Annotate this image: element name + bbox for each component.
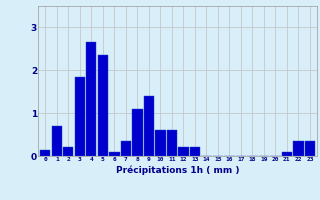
Bar: [167, 130, 177, 156]
Bar: [109, 152, 119, 156]
Bar: [293, 141, 304, 156]
Bar: [190, 147, 200, 156]
Bar: [40, 150, 51, 156]
Bar: [282, 152, 292, 156]
X-axis label: Précipitations 1h ( mm ): Précipitations 1h ( mm ): [116, 165, 239, 175]
Bar: [52, 126, 62, 156]
Bar: [63, 147, 74, 156]
Bar: [132, 109, 142, 156]
Bar: [75, 77, 85, 156]
Bar: [178, 147, 188, 156]
Bar: [86, 42, 97, 156]
Bar: [155, 130, 165, 156]
Bar: [144, 96, 154, 156]
Bar: [121, 141, 131, 156]
Bar: [98, 55, 108, 156]
Bar: [305, 141, 315, 156]
